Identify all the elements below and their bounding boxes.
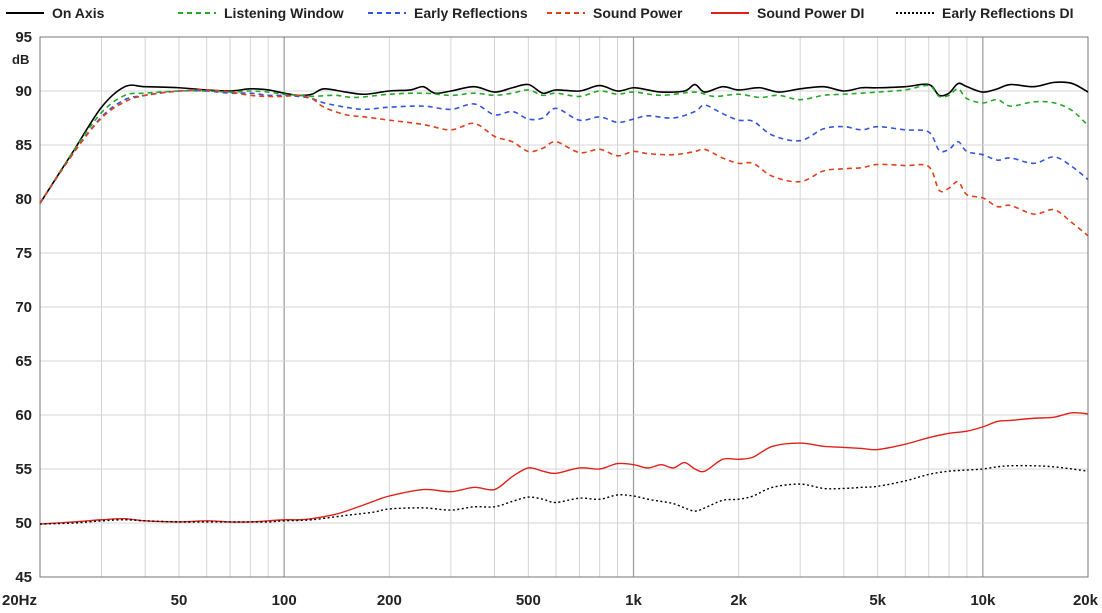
y-tick-label: 45 [15,569,32,586]
y-tick-label: 75 [15,245,32,262]
x-tick-label: 1k [625,592,642,609]
y-tick-label: 50 [15,515,32,532]
y-tick-label: 60 [15,407,32,424]
y-tick-label: 70 [15,299,32,316]
y-tick-label: 90 [15,83,32,100]
series-layer [39,81,1089,525]
legend-label: Early Reflections DI [942,5,1074,21]
series-line-on-axis [39,81,1089,204]
y-axis-unit-label: dB [12,52,29,67]
legend-label: Sound Power DI [757,5,864,21]
y-tick-label: 95 [15,29,32,46]
legend-label: On Axis [52,5,105,21]
legend-label: Listening Window [224,5,344,21]
x-tick-label: 2k [730,592,747,609]
x-tick-label: 500 [516,592,541,609]
x-tick-label: 50 [171,592,188,609]
series-line-early-reflections [39,89,1089,204]
series-line-sound-power [39,89,1089,237]
y-tick-label: 80 [15,191,32,208]
x-tick-label: 10k [970,592,996,609]
legend-label: Sound Power [593,5,683,21]
series-line-listening-window [39,84,1089,204]
y-axis-ticks: 45 50 55 60 65 70 75 80 85 90 95 [15,29,32,586]
legend: On Axis Listening Window Early Reflections… [6,5,1074,21]
y-tick-label: 55 [15,461,32,478]
x-tick-label: 20k [1073,592,1099,609]
series-line-sound-power-di [39,412,1089,525]
x-tick-label: 5k [869,592,886,609]
y-tick-label: 65 [15,353,32,370]
x-tick-label: 100 [272,592,297,609]
y-tick-label: 85 [15,137,32,154]
x-tick-label: 20Hz [2,592,37,609]
plot-frame [39,36,1089,578]
legend-label: Early Reflections [414,5,528,21]
major-grid [40,37,1088,577]
x-axis-ticks: 20Hz 50 100 200 500 1k 2k 5k 10k 20k [2,592,1099,609]
series-line-early-reflections-di [39,464,1089,525]
x-tick-label: 200 [377,592,402,609]
